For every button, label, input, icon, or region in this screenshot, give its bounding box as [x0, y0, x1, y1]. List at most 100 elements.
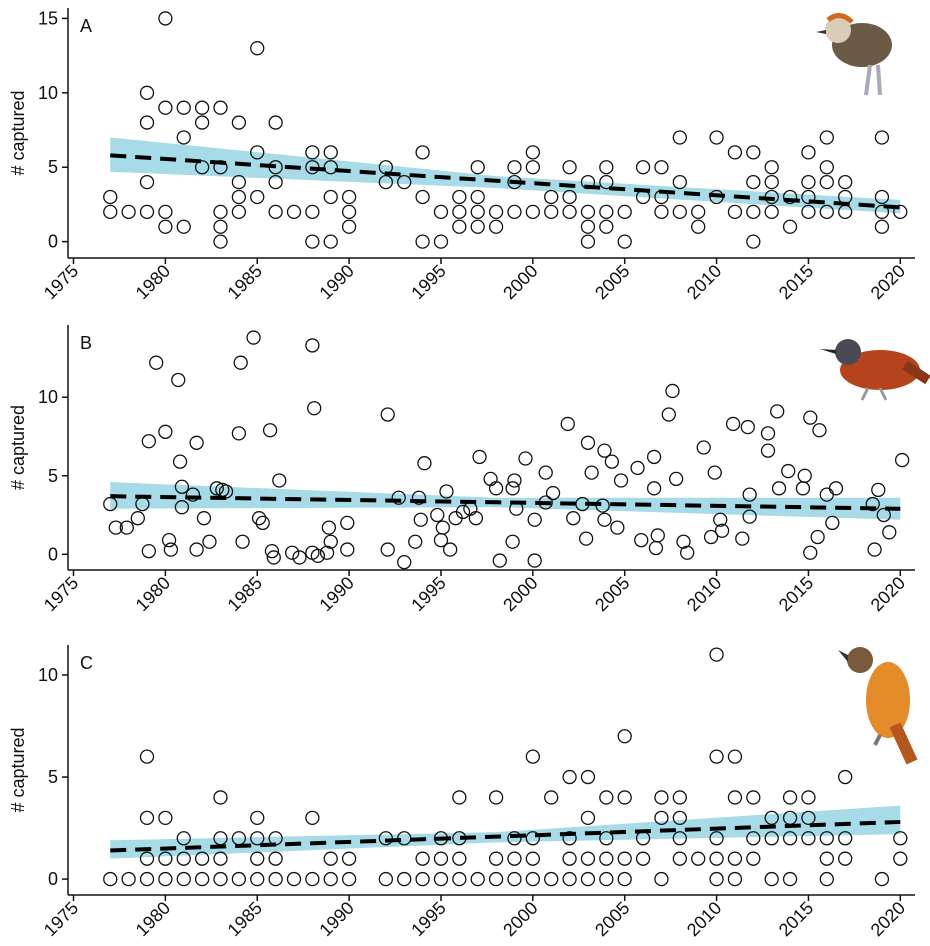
- data-point: [825, 515, 840, 531]
- y-tick-label: 10: [38, 387, 58, 407]
- x-tick-label: 1985: [224, 261, 266, 303]
- data-point: [443, 542, 458, 557]
- data-point: [268, 851, 283, 866]
- data-point: [672, 130, 687, 145]
- data-point: [525, 871, 540, 887]
- data-point: [470, 204, 485, 220]
- data-point: [819, 851, 834, 866]
- data-point: [488, 851, 504, 866]
- data-point: [580, 871, 596, 887]
- x-tick-label: 1980: [132, 573, 174, 615]
- data-point: [268, 174, 283, 190]
- data-point: [251, 511, 267, 526]
- data-point: [397, 871, 412, 887]
- data-point: [819, 204, 834, 220]
- data-point: [250, 145, 265, 160]
- data-point: [433, 851, 449, 866]
- data-point: [746, 145, 761, 160]
- data-point: [264, 544, 280, 559]
- data-point: [321, 520, 337, 535]
- data-point: [525, 145, 540, 160]
- data-point: [380, 542, 395, 557]
- data-point: [654, 160, 669, 175]
- data-point: [613, 473, 629, 488]
- data-point: [161, 533, 177, 548]
- data-point: [391, 490, 406, 505]
- data-point: [158, 204, 173, 220]
- data-point: [176, 831, 191, 846]
- data-point: [672, 790, 687, 805]
- data-point: [119, 520, 134, 535]
- data-point: [246, 330, 261, 345]
- data-point: [194, 100, 210, 115]
- data-point: [174, 500, 190, 515]
- data-point: [323, 234, 338, 249]
- data-point: [141, 434, 156, 449]
- data-point: [764, 160, 779, 175]
- data-point: [742, 509, 757, 524]
- data-point: [562, 189, 577, 205]
- data-point: [709, 749, 724, 764]
- x-tick-label: 1975: [40, 573, 82, 615]
- data-point: [305, 234, 320, 249]
- data-point: [452, 790, 467, 805]
- data-point: [518, 451, 533, 466]
- x-tick-label: 1985: [224, 898, 266, 940]
- data-point: [874, 189, 890, 205]
- data-point: [158, 424, 173, 439]
- data-point: [562, 871, 577, 887]
- data-point: [194, 851, 210, 866]
- data-point: [727, 204, 743, 220]
- data-point: [176, 219, 191, 234]
- data-point: [185, 487, 201, 502]
- y-tick-label: 15: [38, 8, 58, 28]
- data-point: [408, 534, 423, 549]
- data-point: [828, 481, 844, 496]
- data-point: [435, 520, 450, 535]
- data-point: [803, 410, 818, 425]
- data-point: [654, 810, 669, 826]
- data-point: [874, 219, 890, 234]
- data-point: [310, 548, 326, 564]
- data-point: [231, 204, 247, 220]
- data-point: [838, 174, 853, 190]
- data-point: [525, 160, 540, 175]
- data-point: [213, 851, 228, 866]
- data-point: [604, 454, 619, 469]
- data-point: [417, 456, 432, 471]
- data-point: [838, 831, 853, 846]
- data-point: [782, 219, 798, 234]
- data-point: [599, 871, 614, 887]
- data-point: [470, 160, 485, 175]
- y-axis-label: # captured: [8, 405, 28, 490]
- data-point: [672, 851, 687, 866]
- data-point: [158, 100, 173, 115]
- data-point: [341, 851, 357, 866]
- data-point: [213, 234, 228, 249]
- panel: 0 5 10 1975 1980 1985 1990 1995 2000 2005 2010 2015…: [8, 325, 915, 615]
- data-point: [599, 831, 614, 846]
- panel: 0 5 10 1975 1980 1985 1990 1995 2000 2005 2010 2015…: [8, 645, 915, 940]
- data-point: [812, 423, 827, 438]
- data-point: [411, 490, 427, 505]
- data-point: [525, 204, 540, 220]
- x-tick-label: 2000: [499, 898, 541, 940]
- data-point: [746, 174, 761, 190]
- data-point: [103, 204, 118, 220]
- data-point: [527, 512, 542, 527]
- data-point: [795, 481, 811, 496]
- data-point: [782, 831, 798, 846]
- data-point: [305, 338, 320, 353]
- data-point: [323, 534, 338, 549]
- x-tick-label: 1985: [224, 573, 266, 615]
- data-point: [819, 130, 834, 145]
- data-point: [439, 484, 454, 499]
- data-point: [646, 449, 662, 465]
- data-point: [680, 545, 695, 560]
- data-point: [323, 189, 338, 205]
- data-point: [305, 871, 320, 887]
- data-point: [668, 471, 684, 487]
- data-point: [617, 790, 632, 805]
